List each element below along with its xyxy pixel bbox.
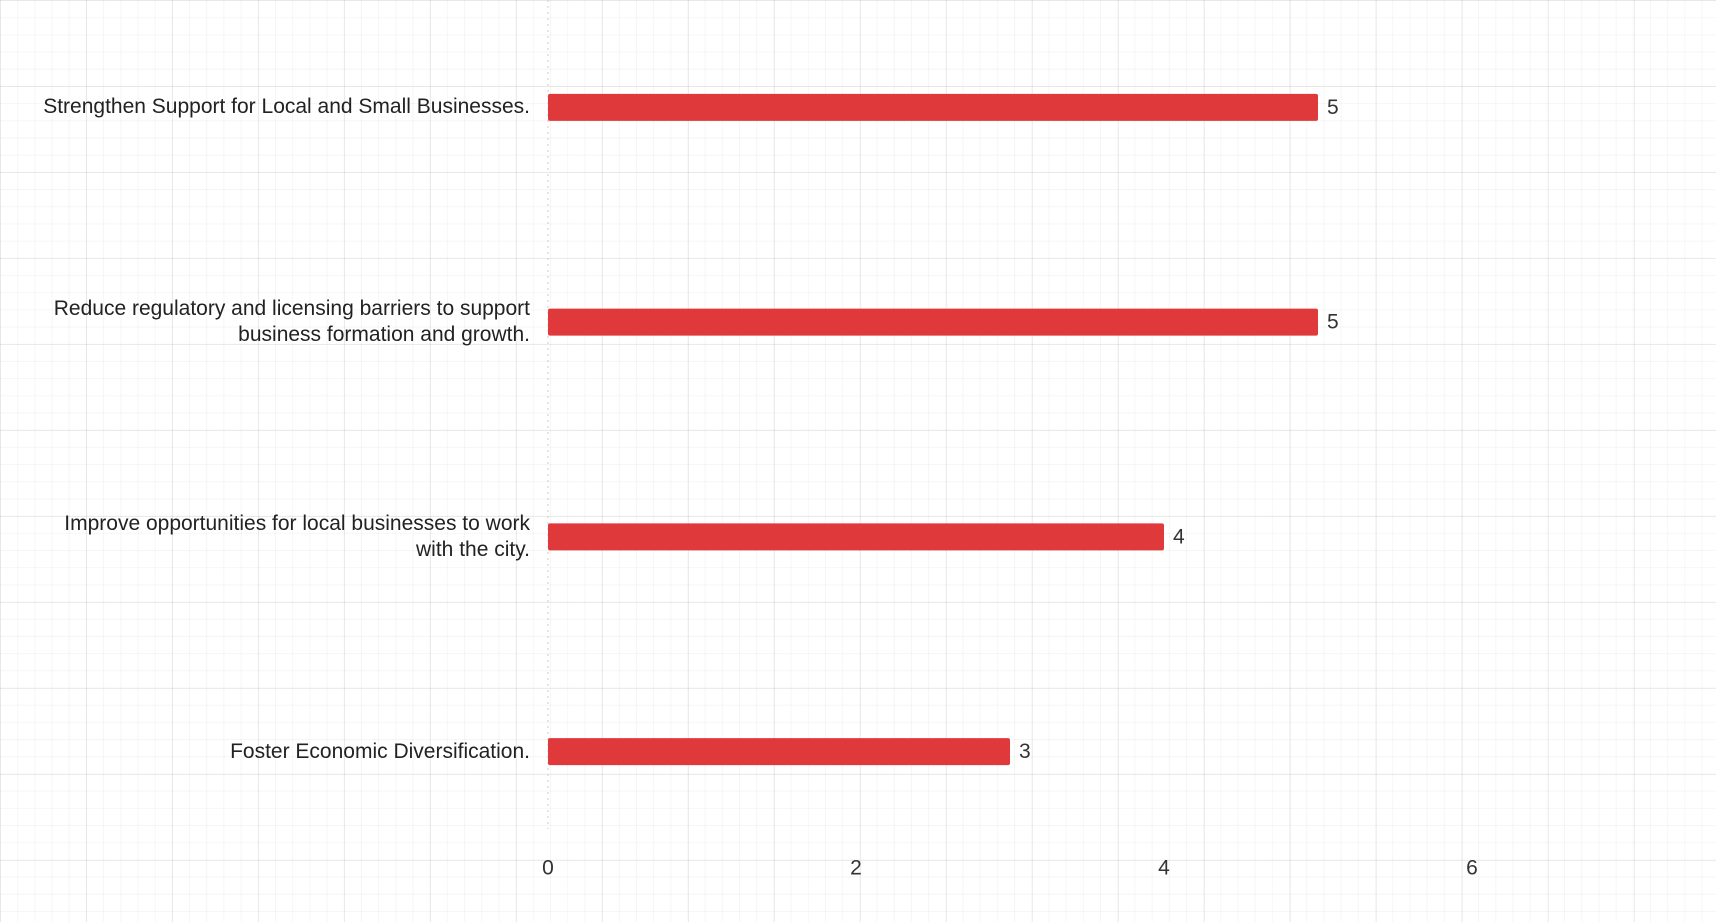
x-tick-label: 0 xyxy=(542,857,554,880)
value-label: 4 xyxy=(1173,525,1185,548)
y-tick-label: Reduce regulatory and licensing barriers… xyxy=(53,297,530,347)
value-label: 5 xyxy=(1327,311,1339,334)
y-tick-label: Foster Economic Diversification. xyxy=(230,739,530,763)
y-tick-label: Improve opportunities for local business… xyxy=(64,511,530,561)
value-label: 5 xyxy=(1327,96,1339,119)
x-tick-label: 4 xyxy=(1158,857,1170,880)
bar xyxy=(548,523,1164,551)
x-tick-label: 6 xyxy=(1466,857,1478,880)
y-tick-label: Strengthen Support for Local and Small B… xyxy=(43,95,530,119)
bar xyxy=(548,738,1010,766)
x-tick-label: 2 xyxy=(850,857,862,880)
bar xyxy=(548,308,1318,336)
bar xyxy=(548,93,1318,121)
value-label: 3 xyxy=(1019,740,1031,763)
